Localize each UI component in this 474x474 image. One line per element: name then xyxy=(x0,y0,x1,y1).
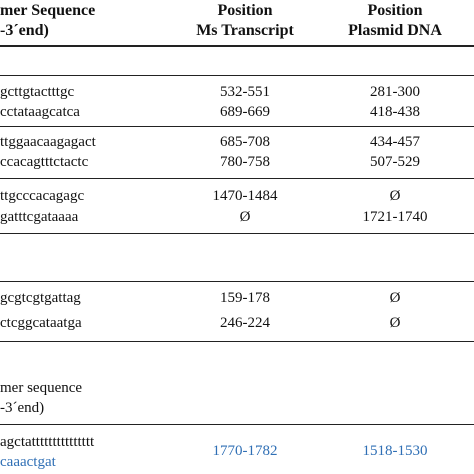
table-row-8-ms: 246-224 xyxy=(220,315,270,331)
table-row-4-seq: ccacagtttctactc xyxy=(0,154,89,170)
table-row-9-seq-line2: caaactgat xyxy=(0,454,56,470)
table-row-3-plasmid: 434-457 xyxy=(370,134,420,150)
header-sequence-line1: mer Sequence xyxy=(0,2,96,19)
group-divider xyxy=(0,178,474,179)
table-row-7-plasmid: Ø xyxy=(389,290,401,306)
table-row-1-plasmid: 281-300 xyxy=(370,84,420,100)
section-rule xyxy=(0,281,474,282)
table-row-6-seq: gatttcgataaaa xyxy=(0,209,79,225)
table-row-8-plasmid: Ø xyxy=(389,315,401,331)
table-row-8-seq: ctcggcataatga xyxy=(0,315,82,331)
table-row-2-ms: 689-669 xyxy=(220,104,270,120)
table-row-5-seq: ttgcccacagagc xyxy=(0,188,85,204)
header-ms-line2: Ms Transcript xyxy=(196,22,294,39)
table-row-9-ms: 1770-1782 xyxy=(212,443,278,459)
subheader-line2: -3´end) xyxy=(0,400,45,416)
table-row-9-plasmid: 1518-1530 xyxy=(362,443,428,459)
header-rule xyxy=(0,45,474,47)
table-row-3-seq: ttggaacaagagact xyxy=(0,134,96,150)
header-plasmid-line2: Plasmid DNA xyxy=(348,22,442,39)
table-row-9-seq-line1: agctattttttttttttttt xyxy=(0,434,95,450)
header-plasmid-line1: Position xyxy=(367,2,423,19)
group-divider xyxy=(0,233,474,234)
subheader-line1: mer sequence xyxy=(0,380,83,396)
table-row-6-plasmid: 1721-1740 xyxy=(362,209,428,225)
table-row-1-seq: gcttgtactttgc xyxy=(0,84,75,100)
group-divider xyxy=(0,126,474,127)
table-row-3-ms: 685-708 xyxy=(220,134,270,150)
table-row-2-plasmid: 418-438 xyxy=(370,104,420,120)
table-row-7-seq: gcgtcgtgattag xyxy=(0,290,81,306)
table-row-5-plasmid: Ø xyxy=(389,188,401,204)
table-row-4-plasmid: 507-529 xyxy=(370,154,420,170)
table-row-4-ms: 780-758 xyxy=(220,154,270,170)
table-row-1-ms: 532-551 xyxy=(220,84,270,100)
header-ms-line1: Position xyxy=(217,2,273,19)
table-row-2-seq: cctataagcatca xyxy=(0,104,80,120)
table-row-6-ms: Ø xyxy=(239,209,251,225)
group-divider xyxy=(0,341,474,342)
table-row-5-ms: 1470-1484 xyxy=(212,188,278,204)
table-row-7-ms: 159-178 xyxy=(220,290,270,306)
section-rule xyxy=(0,75,474,76)
subheader-rule xyxy=(0,424,474,425)
header-sequence-line2: -3´end) xyxy=(0,22,49,39)
